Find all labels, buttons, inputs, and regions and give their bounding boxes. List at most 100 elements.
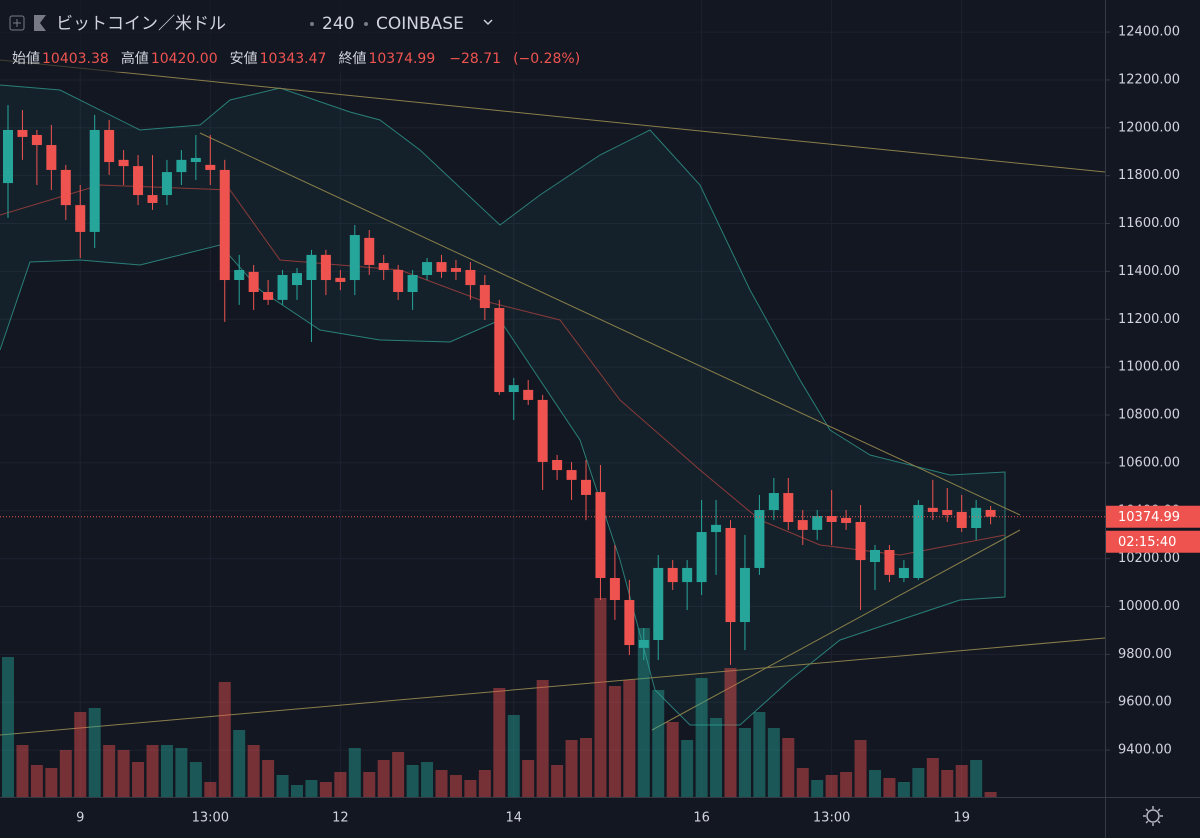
trend-line — [0, 59, 1106, 173]
volume-bar — [825, 775, 838, 797]
candle-body — [855, 521, 866, 561]
candle-body — [465, 269, 476, 286]
candle-body — [104, 129, 115, 163]
candle-body — [176, 159, 187, 173]
candle-body — [581, 479, 591, 495]
y-tick-label: 10600.00 — [1118, 455, 1180, 470]
candle-layer — [3, 105, 996, 665]
symbol-title: ビットコイン／米ドル — [56, 14, 226, 34]
volume-bar — [623, 680, 636, 797]
volume-bar — [334, 772, 347, 797]
countdown-box — [1106, 530, 1200, 553]
exchange[interactable]: COINBASE — [376, 14, 464, 34]
volume-bar — [291, 785, 303, 797]
volume-bar — [840, 772, 853, 797]
candle-body — [609, 578, 620, 601]
candle-body — [942, 510, 953, 516]
volume-bar — [464, 780, 477, 797]
volume-bar — [580, 738, 592, 797]
candle-body — [364, 237, 375, 265]
candle-body — [234, 269, 245, 281]
candle-body — [407, 275, 418, 292]
flag-icon[interactable] — [34, 15, 46, 31]
volume-bar — [565, 740, 578, 797]
candle-body — [335, 277, 346, 282]
volume-bar — [608, 686, 621, 797]
candle-body — [754, 510, 765, 568]
bollinger-band — [0, 84, 1006, 726]
trend-line — [0, 637, 1106, 736]
candle-body — [248, 271, 259, 292]
candle-body — [696, 532, 707, 583]
time-axis: 9 13:00 12 14 16 13:00 19 — [76, 811, 970, 826]
ohlc-value: 10343.47 — [260, 51, 327, 67]
volume-bar — [218, 682, 231, 797]
ohlc-value: 10420.00 — [151, 51, 218, 67]
dropdown-caret[interactable] — [483, 19, 493, 25]
y-tick-label: 11400.00 — [1118, 264, 1180, 279]
volume-bar — [897, 782, 910, 797]
volume-bar — [189, 762, 202, 797]
compare-icon-plus — [13, 19, 21, 27]
volume-bar — [753, 712, 766, 797]
candle-body — [31, 134, 42, 146]
volume-bar — [695, 678, 708, 797]
grid — [0, 0, 1105, 797]
last-price-label: 10374.99 — [1118, 510, 1180, 525]
volume-bar — [522, 760, 535, 797]
candle-body — [190, 157, 201, 163]
volume-bar — [45, 768, 58, 797]
candle-body — [277, 275, 288, 300]
volume-bar — [262, 760, 275, 797]
interval[interactable]: 240 — [322, 14, 354, 34]
volume-bar — [363, 772, 376, 797]
y-tick-label: 10800.00 — [1118, 408, 1180, 423]
candle-body — [841, 517, 852, 523]
y-tick-label: 12200.00 — [1118, 72, 1180, 87]
candle-body — [60, 169, 71, 206]
volume-bar — [377, 760, 390, 797]
candle-body — [870, 550, 880, 562]
y-tick-label: 9800.00 — [1118, 647, 1172, 662]
candle-body — [552, 460, 563, 471]
volume-bar — [767, 728, 780, 797]
candle-body — [205, 164, 216, 170]
x-tick-label: 9 — [76, 811, 84, 826]
volume-bar — [869, 770, 881, 797]
volume-bar — [594, 598, 607, 797]
volume-bar — [955, 765, 968, 797]
volume-bar — [74, 712, 87, 797]
volume-bar — [652, 690, 665, 797]
volume-bar — [478, 770, 491, 797]
candle-body — [783, 493, 794, 522]
volume-bar — [30, 765, 43, 797]
candle-body — [3, 129, 13, 184]
y-tick-label: 11200.00 — [1118, 312, 1180, 327]
candle-body — [75, 205, 86, 232]
compare-icon[interactable] — [9, 15, 25, 31]
candle-body — [378, 263, 389, 270]
candle-body — [46, 145, 57, 170]
volume-bar — [536, 680, 549, 797]
candle-body — [523, 389, 534, 400]
volume-bar — [738, 728, 751, 797]
volume-bar — [435, 770, 448, 797]
ohlc-label: 高値 — [121, 50, 149, 67]
ohlc-value: −28.71 — [449, 51, 501, 67]
ohlc-value: (−0.28%) — [513, 51, 580, 67]
ohlc-label: 安値 — [230, 51, 258, 67]
x-tick-label: 14 — [505, 811, 522, 826]
volume-bar — [406, 765, 419, 797]
settings-icon-teeth — [1143, 806, 1163, 826]
volume-bar — [16, 745, 29, 797]
candle-body — [161, 172, 172, 196]
volume-bar — [681, 740, 694, 797]
candle-body — [971, 507, 982, 528]
candle-body — [927, 507, 938, 512]
trend-line — [651, 529, 1021, 731]
volume-layer — [2, 598, 997, 797]
settings-icon[interactable] — [1146, 809, 1160, 823]
candle-body — [812, 516, 823, 530]
candle-body — [263, 291, 274, 300]
